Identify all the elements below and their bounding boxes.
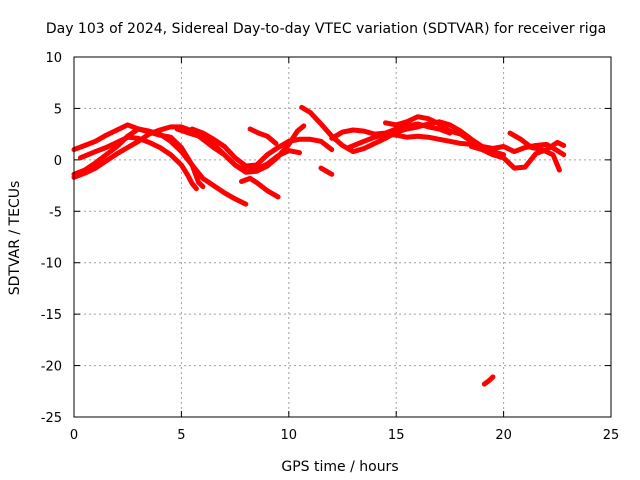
series-arc-6: [189, 126, 335, 169]
series-arc-13: [383, 114, 474, 144]
y-tick-label: -25: [41, 411, 62, 426]
series-arc-4: [77, 134, 199, 192]
data-series: [71, 104, 567, 387]
x-tick-label: 25: [603, 428, 620, 443]
y-tick-label: 0: [54, 154, 62, 169]
y-axis-label: SDTVAR / TECUs: [7, 181, 23, 296]
tick-labels: 0 5 10 15 20 25 10 5 0 -5 -10 -15 -20 -25: [41, 51, 620, 443]
series-arc-7: [239, 175, 281, 200]
plot-frame: [73, 56, 612, 418]
series-arc-5: [174, 126, 302, 174]
y-tick-label: 5: [54, 102, 62, 117]
x-tick-label: 5: [177, 428, 185, 443]
series-arc-8: [247, 126, 279, 146]
y-tick-label: -5: [49, 205, 62, 220]
x-tick-label: 15: [388, 428, 405, 443]
series-arc-17: [481, 374, 496, 387]
y-tick-label: 10: [45, 51, 62, 66]
grid-lines: [73, 56, 612, 418]
series-arc-16: [507, 130, 562, 173]
y-tick-label: -15: [41, 308, 62, 323]
series-arc-11: [329, 121, 453, 141]
x-tick-label: 10: [281, 428, 298, 443]
chart-title: Day 103 of 2024, Sidereal Day-to-day VTE…: [46, 21, 606, 37]
series-arc-2: [71, 126, 206, 190]
y-tick-label: -10: [41, 257, 62, 272]
y-tick-label: -20: [41, 360, 62, 375]
x-tick-label: 0: [70, 428, 78, 443]
x-axis-label: GPS time / hours: [281, 459, 398, 475]
series-arc-10: [318, 165, 335, 177]
x-tick-label: 20: [495, 428, 512, 443]
